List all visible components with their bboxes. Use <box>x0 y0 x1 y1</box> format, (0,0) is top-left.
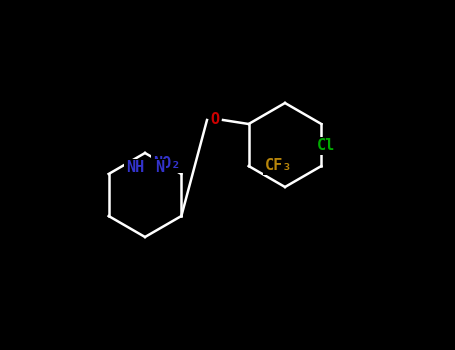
Text: NO₂: NO₂ <box>153 156 180 172</box>
Text: NH: NH <box>126 161 144 175</box>
Text: Cl: Cl <box>317 139 335 154</box>
Text: CF₃: CF₃ <box>265 159 292 174</box>
Text: O: O <box>210 112 220 127</box>
Text: N: N <box>156 161 165 175</box>
